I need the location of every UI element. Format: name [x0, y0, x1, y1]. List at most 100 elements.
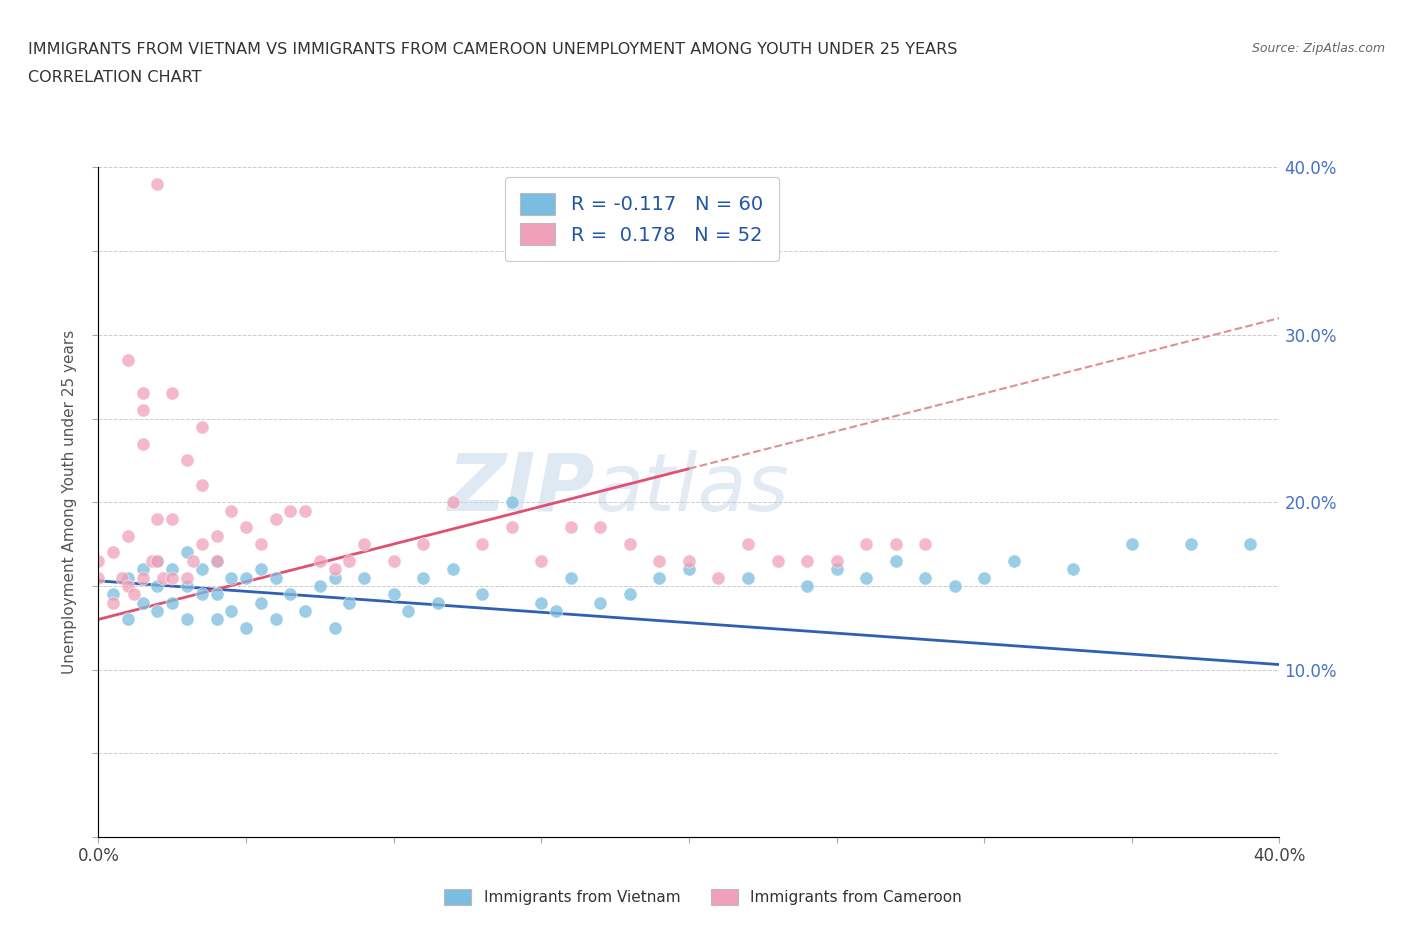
- Point: [176, 570, 198, 585]
- Point: [1062, 562, 1084, 577]
- Point: [250, 562, 273, 577]
- Point: [619, 587, 641, 602]
- Y-axis label: Unemployment Among Youth under 25 years: Unemployment Among Youth under 25 years: [62, 330, 77, 674]
- Point: [825, 562, 848, 577]
- Point: [132, 595, 155, 610]
- Text: Source: ZipAtlas.com: Source: ZipAtlas.com: [1251, 42, 1385, 55]
- Point: [323, 562, 346, 577]
- Point: [339, 595, 360, 610]
- Point: [264, 570, 287, 585]
- Point: [560, 520, 582, 535]
- Point: [191, 419, 214, 434]
- Point: [103, 545, 125, 560]
- Point: [176, 453, 198, 468]
- Point: [152, 570, 174, 585]
- Point: [427, 595, 450, 610]
- Point: [471, 587, 494, 602]
- Point: [278, 503, 302, 518]
- Point: [162, 512, 183, 526]
- Point: [181, 553, 204, 568]
- Point: [707, 570, 730, 585]
- Point: [825, 553, 848, 568]
- Point: [117, 570, 139, 585]
- Point: [441, 495, 464, 510]
- Text: CORRELATION CHART: CORRELATION CHART: [28, 70, 201, 85]
- Point: [103, 595, 125, 610]
- Point: [914, 537, 936, 551]
- Point: [1002, 553, 1025, 568]
- Legend: Immigrants from Vietnam, Immigrants from Cameroon: Immigrants from Vietnam, Immigrants from…: [436, 882, 970, 913]
- Point: [117, 352, 139, 367]
- Point: [914, 570, 936, 585]
- Point: [396, 604, 419, 618]
- Point: [117, 612, 139, 627]
- Point: [619, 537, 641, 551]
- Legend: R = -0.117   N = 60, R =  0.178   N = 52: R = -0.117 N = 60, R = 0.178 N = 52: [505, 177, 779, 261]
- Point: [132, 436, 155, 451]
- Point: [264, 612, 287, 627]
- Text: atlas: atlas: [595, 450, 789, 528]
- Point: [205, 528, 228, 543]
- Point: [884, 537, 907, 551]
- Point: [117, 528, 139, 543]
- Point: [796, 553, 818, 568]
- Point: [117, 578, 139, 593]
- Point: [530, 553, 553, 568]
- Text: IMMIGRANTS FROM VIETNAM VS IMMIGRANTS FROM CAMEROON UNEMPLOYMENT AMONG YOUTH UND: IMMIGRANTS FROM VIETNAM VS IMMIGRANTS FR…: [28, 42, 957, 57]
- Point: [205, 553, 228, 568]
- Point: [132, 570, 155, 585]
- Point: [339, 553, 360, 568]
- Point: [1239, 537, 1261, 551]
- Point: [122, 587, 145, 602]
- Point: [176, 612, 198, 627]
- Point: [264, 512, 287, 526]
- Point: [294, 503, 316, 518]
- Point: [412, 570, 434, 585]
- Point: [141, 553, 163, 568]
- Point: [132, 403, 155, 418]
- Point: [111, 570, 134, 585]
- Point: [235, 620, 257, 635]
- Point: [146, 512, 169, 526]
- Point: [737, 570, 759, 585]
- Point: [146, 578, 169, 593]
- Point: [103, 587, 125, 602]
- Point: [530, 595, 553, 610]
- Point: [219, 503, 242, 518]
- Point: [737, 537, 759, 551]
- Point: [176, 545, 198, 560]
- Point: [855, 537, 877, 551]
- Point: [648, 570, 671, 585]
- Point: [87, 553, 110, 568]
- Point: [1180, 537, 1202, 551]
- Point: [589, 595, 612, 610]
- Point: [560, 570, 582, 585]
- Point: [471, 537, 494, 551]
- Point: [766, 553, 789, 568]
- Point: [250, 595, 273, 610]
- Point: [132, 386, 155, 401]
- Point: [323, 570, 346, 585]
- Point: [546, 604, 568, 618]
- Point: [884, 553, 907, 568]
- Point: [219, 570, 242, 585]
- Point: [796, 578, 818, 593]
- Point: [205, 553, 228, 568]
- Point: [309, 553, 332, 568]
- Point: [309, 578, 332, 593]
- Point: [1121, 537, 1143, 551]
- Point: [973, 570, 995, 585]
- Point: [501, 495, 523, 510]
- Point: [678, 553, 700, 568]
- Point: [205, 612, 228, 627]
- Point: [855, 570, 877, 585]
- Point: [162, 386, 183, 401]
- Point: [205, 587, 228, 602]
- Point: [412, 537, 434, 551]
- Point: [589, 520, 612, 535]
- Point: [132, 562, 155, 577]
- Point: [162, 562, 183, 577]
- Point: [250, 537, 273, 551]
- Point: [191, 562, 214, 577]
- Point: [146, 604, 169, 618]
